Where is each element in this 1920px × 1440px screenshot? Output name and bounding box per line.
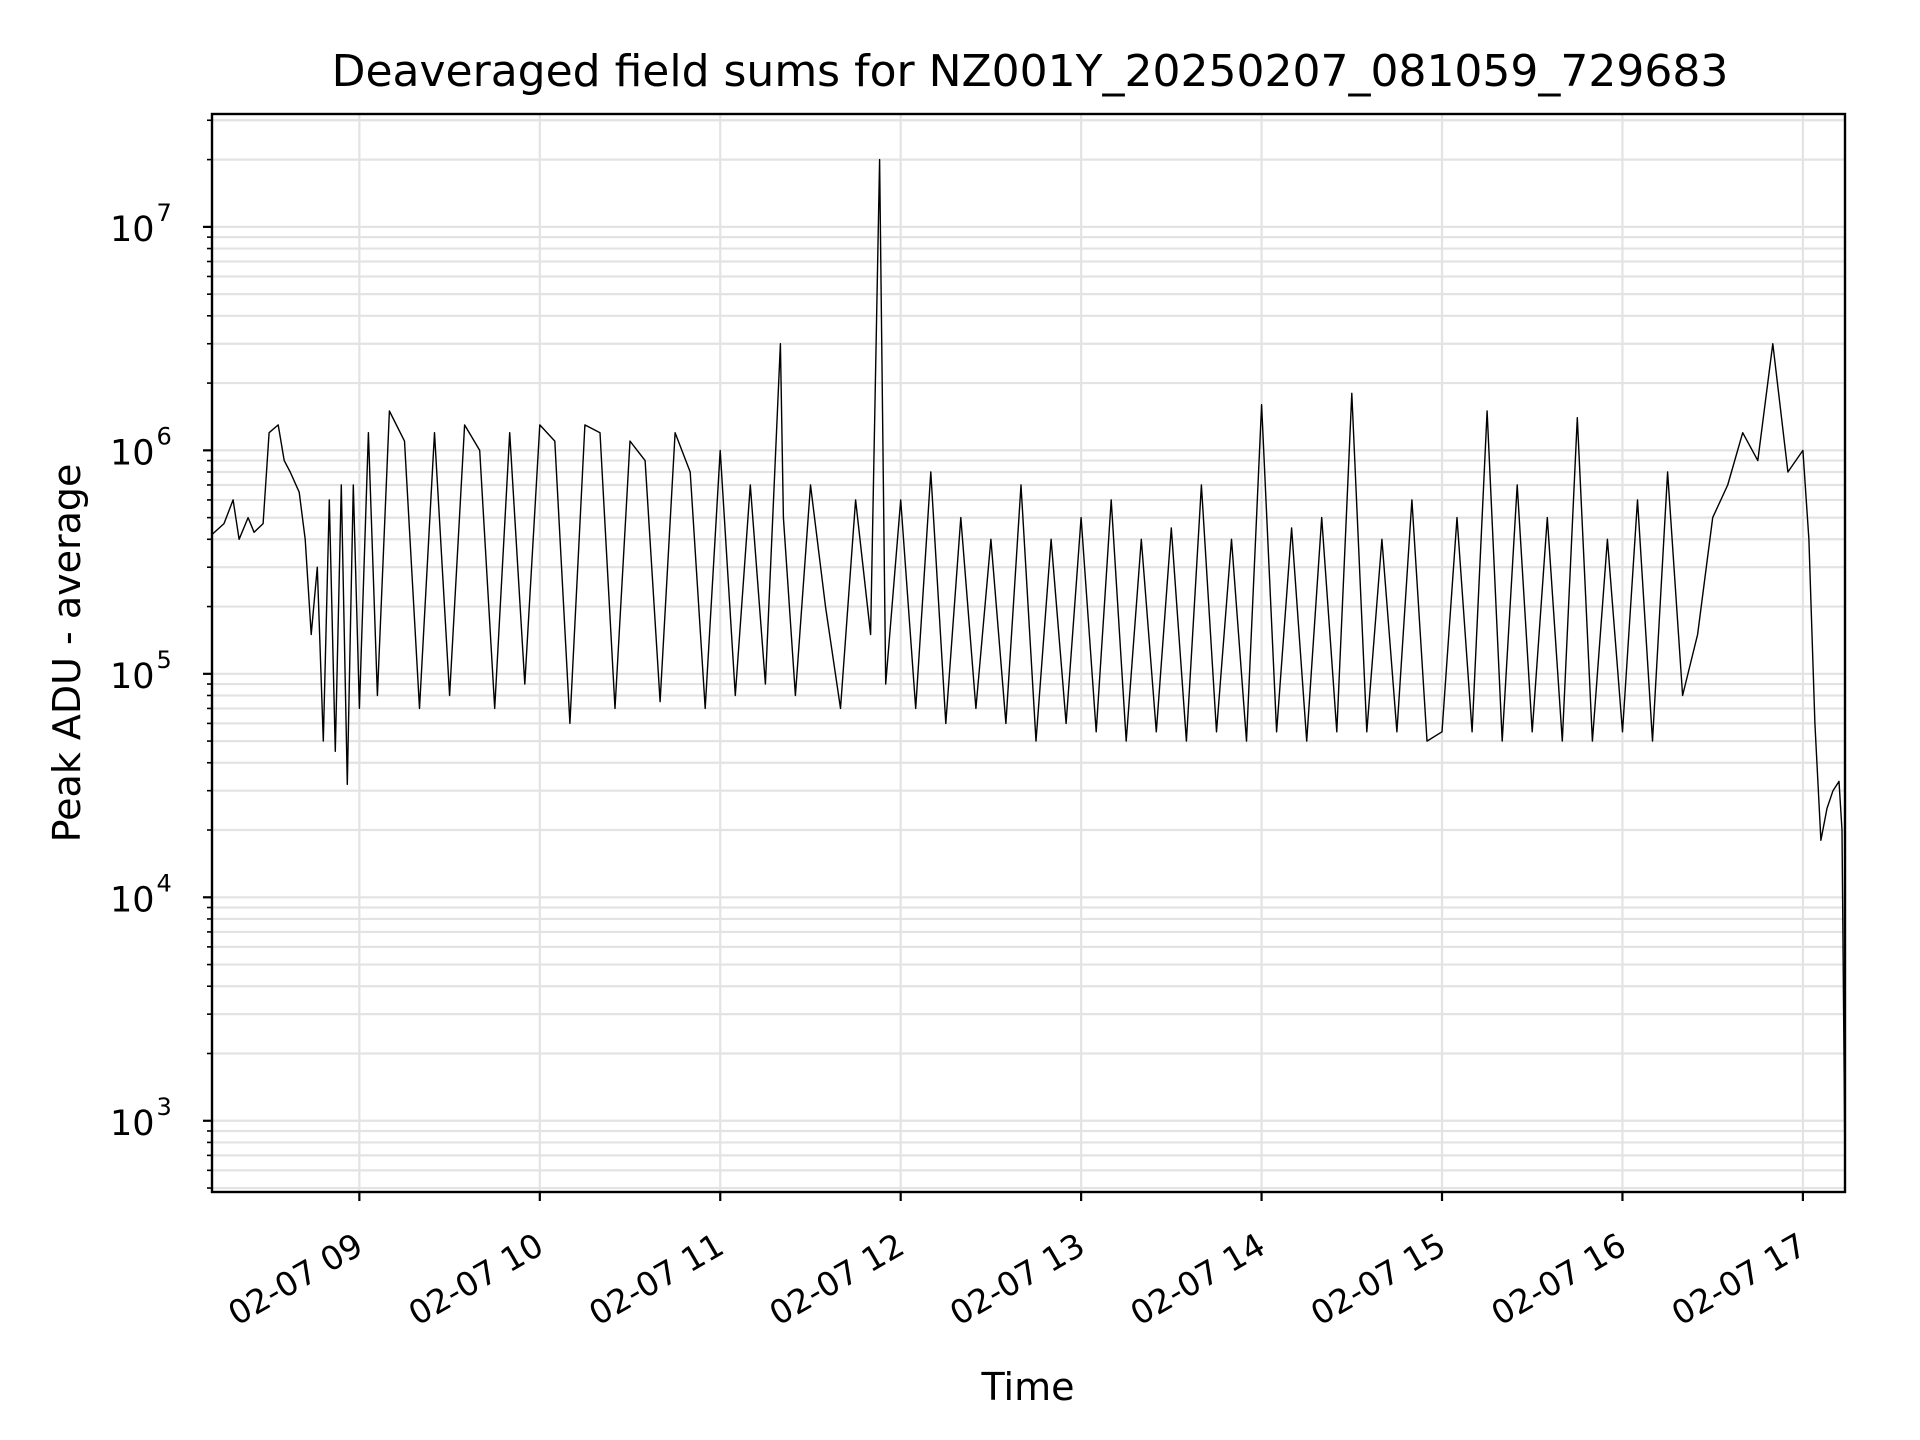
x-tick-label: 02-07 17: [1665, 1225, 1813, 1333]
x-tick-label: 02-07 10: [402, 1225, 550, 1333]
x-tick-label: 02-07 13: [943, 1225, 1091, 1333]
series-line: [211, 158, 1846, 1171]
series-layer: [211, 158, 1846, 1171]
y-tick-label: 105: [110, 646, 172, 697]
x-tick-label: 02-07 09: [221, 1225, 369, 1333]
y-tick-label: 104: [110, 869, 172, 920]
x-tick-label: 02-07 11: [582, 1225, 730, 1333]
y-tick-label: 106: [110, 422, 172, 473]
y-tick-label: 103: [110, 1093, 172, 1144]
grid-layer: [212, 114, 1845, 1192]
x-tick-label: 02-07 12: [763, 1225, 911, 1333]
x-tick-label: 02-07 16: [1484, 1225, 1632, 1333]
x-tick-label: 02-07 15: [1304, 1225, 1452, 1333]
y-axis-label: Peak ADU - average: [45, 464, 89, 843]
x-axis-label: Time: [981, 1365, 1075, 1409]
tick-layer: 103 104 105 106 107 02-07 09 02-07 10 02-07 11 0…: [110, 119, 1813, 1333]
chart-title: Deaveraged field sums for NZ001Y_2025020…: [332, 46, 1729, 97]
plot-frame: [210, 112, 1847, 1194]
y-tick-label: 107: [110, 199, 172, 250]
x-tick-label: 02-07 14: [1124, 1225, 1272, 1333]
